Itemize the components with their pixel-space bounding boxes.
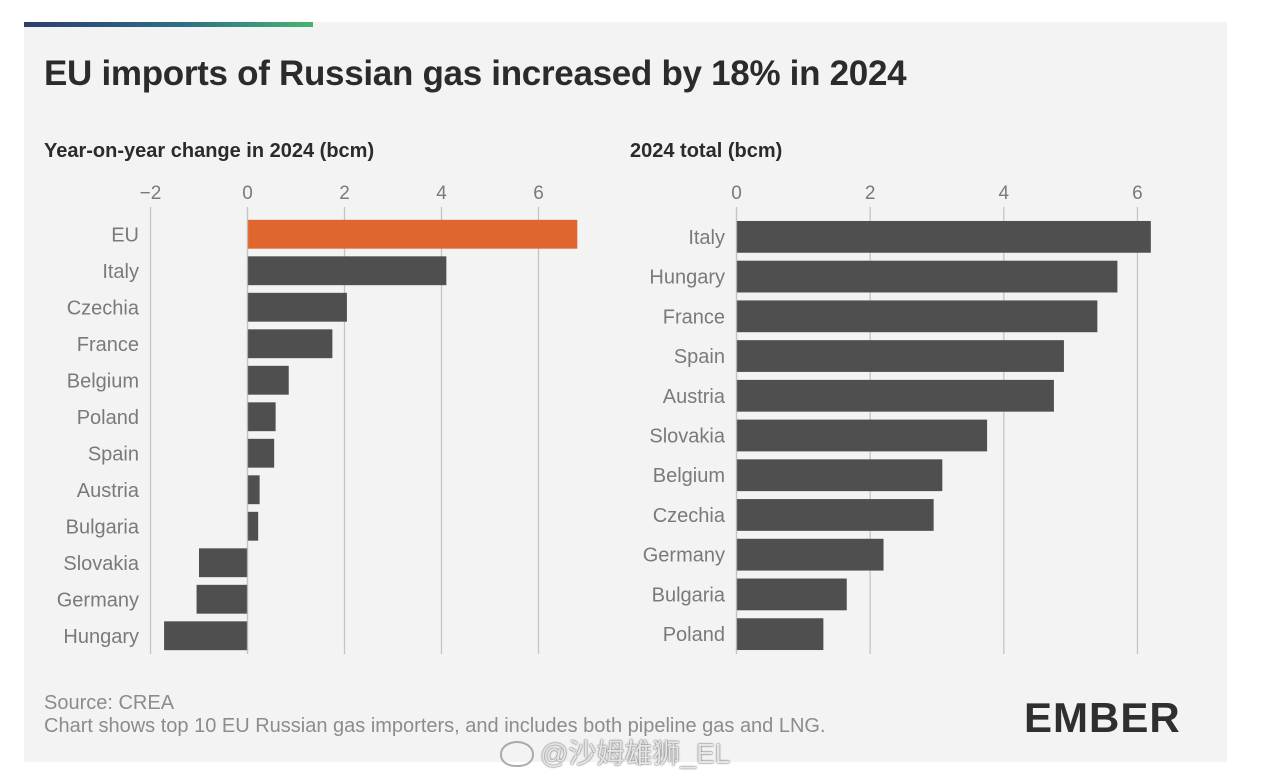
logo-part-mid: E [1120, 694, 1150, 741]
bar-poland [247, 402, 276, 432]
bar-france [736, 300, 1098, 333]
x-tick-label: 2 [339, 183, 350, 204]
bar-bulgaria [247, 511, 259, 541]
category-label-belgium: Belgium [67, 370, 139, 392]
category-label-slovakia: Slovakia [63, 553, 139, 575]
bar-slovakia [199, 548, 248, 578]
bar-austria [247, 475, 260, 505]
logo-part-right: R [1149, 694, 1181, 741]
bar-poland [736, 618, 824, 651]
source-text: Source: CREA [44, 692, 175, 714]
left-chart: −2 0 2 4 6 EU Italy Czechia France Belgium Poland S… [57, 183, 578, 654]
bar-germany [736, 538, 884, 571]
bar-spain [736, 340, 1064, 372]
category-label-poland: Poland [663, 624, 725, 646]
category-label-hungary: Hungary [649, 267, 725, 289]
x-tick-label: −2 [140, 183, 162, 204]
x-tick-label: 4 [999, 183, 1010, 204]
footer: Source: CREA Chart shows top 10 EU Russi… [44, 692, 826, 738]
category-label-italy: Italy [688, 227, 725, 249]
category-label-spain: Spain [674, 346, 725, 368]
left-chart-title: Year-on-year change in 2024 (bcm) [44, 140, 375, 162]
category-label-spain: Spain [88, 443, 139, 465]
bar-belgium [247, 365, 289, 395]
category-label-belgium: Belgium [653, 465, 725, 487]
category-label-france: France [663, 306, 725, 328]
category-label-austria: Austria [77, 480, 140, 502]
bar-belgium [736, 459, 943, 492]
logo-part-left: EMB [1024, 694, 1121, 741]
category-label-france: France [77, 334, 139, 356]
category-label-germany: Germany [643, 545, 725, 567]
category-label-czechia: Czechia [653, 505, 726, 527]
watermark-text: @沙姆雄狮_EL [540, 738, 731, 769]
weibo-icon [500, 741, 534, 767]
category-label-czechia: Czechia [67, 297, 140, 319]
right-chart-title: 2024 total (bcm) [630, 140, 783, 162]
bar-spain [247, 438, 275, 468]
category-label-slovakia: Slovakia [649, 426, 725, 448]
note-text: Chart shows top 10 EU Russian gas import… [44, 715, 826, 737]
bar-austria [736, 379, 1054, 412]
bar-bulgaria [736, 578, 847, 611]
category-label-poland: Poland [77, 407, 139, 429]
x-tick-label: 4 [436, 183, 447, 204]
x-tick-label: 2 [865, 183, 876, 204]
bar-hungary [164, 621, 248, 651]
right-chart: 0 2 4 6 Italy Hungary France Spain Austria Slovak… [643, 183, 1151, 654]
bar-italy [247, 256, 447, 286]
category-label-germany: Germany [57, 589, 139, 611]
category-label-eu: EU [111, 224, 139, 246]
bar-hungary [736, 260, 1118, 293]
category-label-bulgaria: Bulgaria [652, 584, 726, 606]
accent-bar [24, 22, 313, 27]
bar-eu [247, 219, 578, 249]
bar-germany [196, 584, 248, 614]
x-tick-label: 6 [533, 183, 544, 204]
x-tick-label: 0 [731, 183, 742, 204]
category-label-hungary: Hungary [63, 626, 139, 648]
watermark: @沙姆雄狮_EL [500, 732, 730, 772]
chart-title: EU imports of Russian gas increased by 1… [44, 54, 907, 93]
category-label-italy: Italy [102, 261, 139, 283]
ember-logo: EMBER [1024, 694, 1181, 742]
x-tick-label: 0 [242, 183, 253, 204]
bar-czechia [247, 292, 347, 322]
bar-italy [736, 220, 1151, 253]
category-label-austria: Austria [663, 386, 726, 408]
bar-france [247, 329, 333, 359]
x-tick-label: 6 [1132, 183, 1143, 204]
bar-czechia [736, 499, 934, 531]
bar-slovakia [736, 419, 988, 452]
category-label-bulgaria: Bulgaria [66, 516, 140, 538]
